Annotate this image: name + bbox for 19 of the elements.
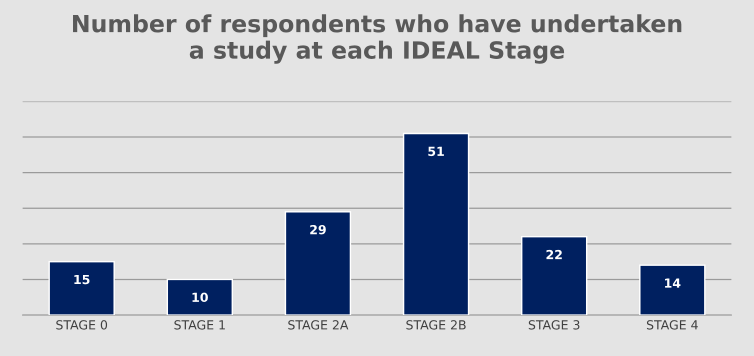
bar — [166, 278, 233, 316]
bar — [639, 264, 706, 316]
data-label: 29 — [310, 224, 326, 234]
x-tick-label: STAGE 2A — [288, 320, 348, 330]
bar — [521, 236, 588, 316]
x-tick-label: STAGE 0 — [56, 320, 108, 330]
bar — [284, 211, 352, 316]
data-label: 14 — [665, 278, 680, 288]
data-label: 51 — [428, 146, 444, 156]
data-label: 10 — [192, 292, 208, 302]
x-tick-label: STAGE 4 — [646, 320, 698, 330]
x-tick-label: STAGE 3 — [528, 320, 580, 330]
bar — [48, 260, 115, 316]
data-label: 15 — [74, 274, 90, 284]
x-tick-label: STAGE 1 — [174, 320, 225, 330]
x-tick-label: STAGE 2B — [406, 320, 466, 330]
bar — [402, 132, 470, 316]
chart-title: Number of respondents who have undertaken a study at each IDEAL Stage — [73, 14, 682, 64]
data-label: 22 — [546, 250, 562, 260]
